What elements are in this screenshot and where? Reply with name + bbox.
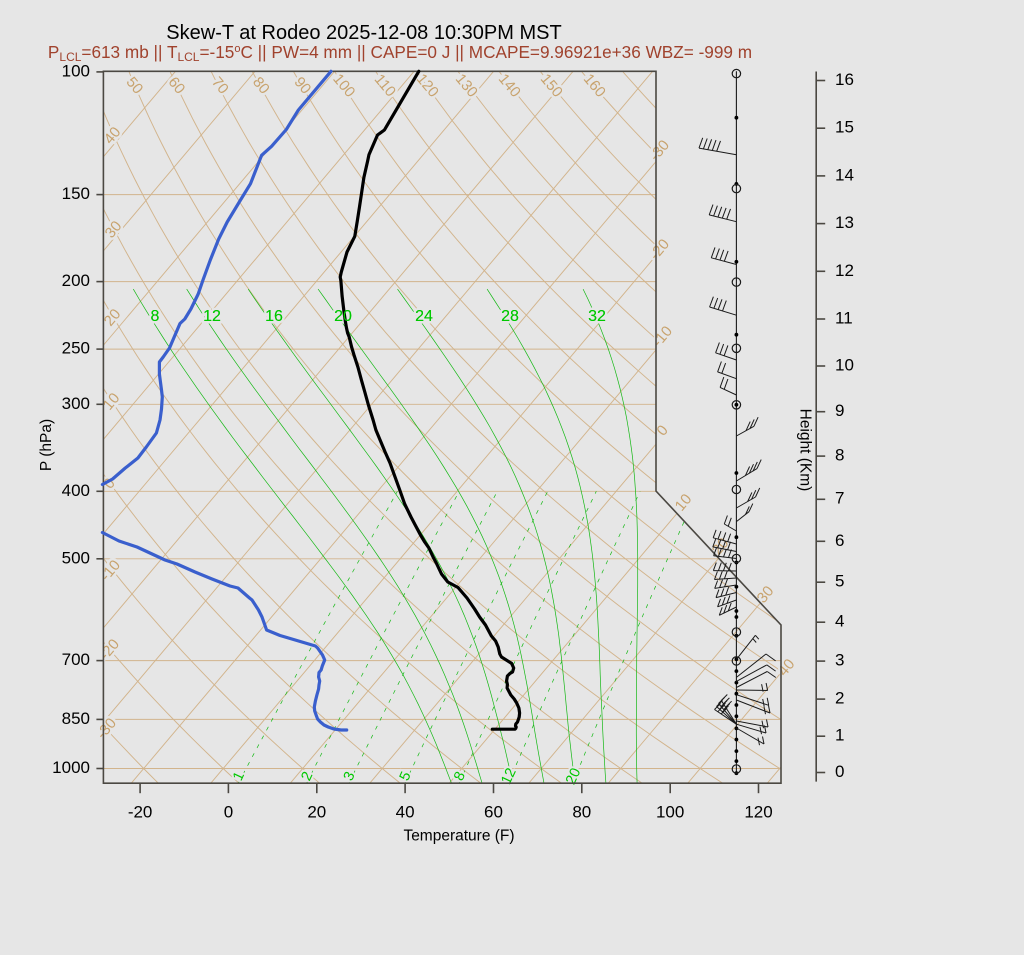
svg-text:12: 12 bbox=[203, 308, 221, 325]
svg-text:250: 250 bbox=[62, 339, 90, 358]
svg-text:24: 24 bbox=[415, 308, 433, 325]
svg-text:11: 11 bbox=[835, 309, 853, 328]
svg-text:850: 850 bbox=[62, 709, 90, 728]
svg-text:6: 6 bbox=[835, 531, 844, 550]
svg-text:20: 20 bbox=[334, 308, 352, 325]
svg-text:0: 0 bbox=[224, 802, 233, 821]
svg-text:14: 14 bbox=[835, 165, 854, 184]
svg-text:2: 2 bbox=[835, 689, 844, 708]
svg-text:16: 16 bbox=[835, 70, 854, 89]
svg-text:15: 15 bbox=[835, 118, 854, 137]
svg-text:Temperature (F): Temperature (F) bbox=[403, 828, 514, 845]
svg-text:5: 5 bbox=[835, 572, 844, 591]
svg-text:200: 200 bbox=[62, 271, 90, 290]
svg-text:400: 400 bbox=[62, 481, 90, 500]
svg-text:PLCL=613 mb || TLCL=-15oC || P: PLCL=613 mb || TLCL=-15oC || PW=4 mm || … bbox=[48, 42, 752, 64]
svg-text:9: 9 bbox=[835, 401, 844, 420]
svg-text:12: 12 bbox=[835, 261, 854, 280]
svg-text:1000: 1000 bbox=[52, 758, 90, 777]
svg-text:1: 1 bbox=[835, 726, 844, 745]
svg-text:4: 4 bbox=[835, 612, 844, 631]
svg-text:13: 13 bbox=[835, 213, 854, 232]
svg-text:80: 80 bbox=[572, 802, 591, 821]
svg-text:150: 150 bbox=[62, 184, 90, 203]
svg-text:P (hPa): P (hPa) bbox=[38, 419, 55, 471]
svg-text:10: 10 bbox=[835, 356, 854, 375]
svg-text:60: 60 bbox=[484, 802, 503, 821]
svg-text:120: 120 bbox=[744, 802, 772, 821]
svg-text:100: 100 bbox=[656, 802, 684, 821]
svg-text:Skew-T at Rodeo 2025-12-08 10:: Skew-T at Rodeo 2025-12-08 10:30PM MST bbox=[166, 22, 561, 44]
svg-text:3: 3 bbox=[835, 651, 844, 670]
svg-text:28: 28 bbox=[501, 308, 519, 325]
svg-text:500: 500 bbox=[62, 548, 90, 567]
svg-text:700: 700 bbox=[62, 650, 90, 669]
svg-text:16: 16 bbox=[265, 308, 283, 325]
svg-text:Height (Km): Height (Km) bbox=[797, 409, 814, 492]
svg-text:0: 0 bbox=[835, 762, 844, 781]
svg-text:20: 20 bbox=[307, 802, 326, 821]
svg-text:100: 100 bbox=[62, 61, 90, 80]
svg-text:7: 7 bbox=[835, 489, 844, 508]
svg-text:8: 8 bbox=[835, 446, 844, 465]
svg-text:32: 32 bbox=[588, 308, 606, 325]
svg-text:40: 40 bbox=[396, 802, 415, 821]
svg-text:300: 300 bbox=[62, 394, 90, 413]
svg-text:-20: -20 bbox=[128, 802, 153, 821]
svg-text:8: 8 bbox=[151, 308, 160, 325]
